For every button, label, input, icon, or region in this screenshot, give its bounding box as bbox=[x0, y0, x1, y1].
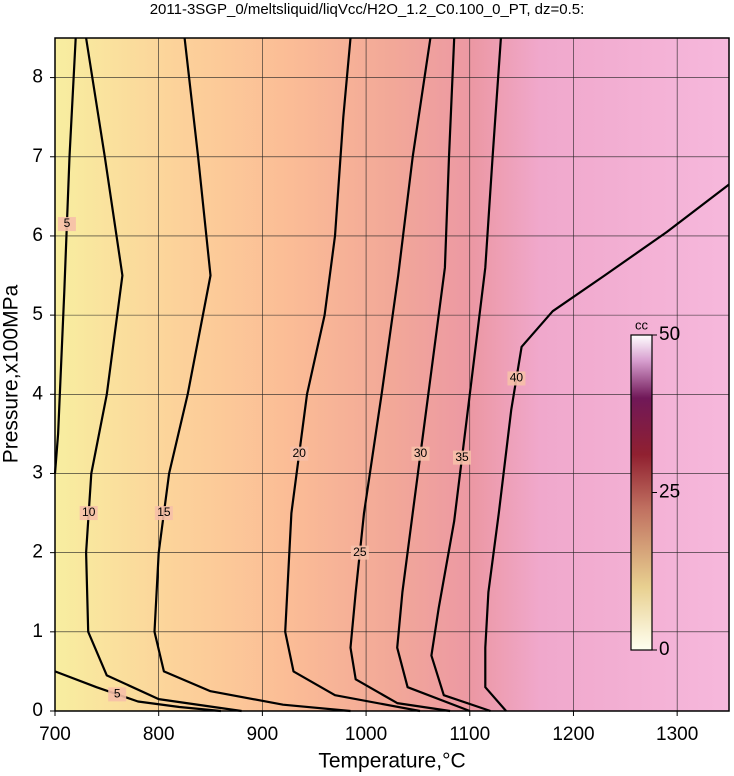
y-tick-label: 1 bbox=[32, 621, 43, 642]
y-tick-label: 8 bbox=[32, 67, 43, 88]
contour-label-bg bbox=[108, 687, 127, 702]
contour-label-bg bbox=[290, 446, 309, 461]
contour-line bbox=[396, 37, 471, 713]
y-tick-label: 4 bbox=[32, 383, 43, 404]
contour-label-bg bbox=[350, 545, 369, 560]
x-tick-label: 800 bbox=[143, 724, 175, 745]
x-tick-label: 1300 bbox=[656, 724, 698, 745]
colorbar bbox=[630, 334, 653, 651]
contour-line bbox=[484, 183, 730, 712]
contour-label: 5 bbox=[114, 687, 121, 701]
y-tick-label: 3 bbox=[32, 462, 43, 483]
colorbar-tick-label: 0 bbox=[659, 639, 670, 660]
contour-line bbox=[54, 670, 222, 713]
chart-title: 2011-3SGP_0/meltsliquid/liqVcc/H2O_1.2_C… bbox=[150, 1, 585, 18]
colorbar-tick-label: 25 bbox=[659, 482, 680, 503]
contour-label: 15 bbox=[157, 505, 171, 519]
y-tick-label: 5 bbox=[32, 304, 43, 325]
contour-label-bg bbox=[507, 371, 526, 386]
plot-frame bbox=[54, 37, 730, 712]
x-axis-label: Temperature,°C bbox=[318, 750, 465, 773]
colorbar-label: cc bbox=[635, 317, 649, 332]
contour-label: 40 bbox=[510, 371, 524, 385]
contour-label-bg bbox=[154, 506, 173, 521]
x-tick-label: 1000 bbox=[345, 724, 387, 745]
contour-label: 10 bbox=[82, 505, 96, 519]
contour-label: 35 bbox=[455, 450, 469, 464]
contour-line bbox=[430, 37, 502, 713]
plot-background bbox=[55, 38, 729, 711]
contour-label: 5 bbox=[64, 216, 71, 230]
contour-label: 20 bbox=[293, 446, 307, 460]
contour-label-bg bbox=[411, 446, 430, 461]
colorbar-tick-label: 50 bbox=[659, 324, 680, 345]
contour-label: 25 bbox=[353, 545, 367, 559]
y-tick-label: 0 bbox=[32, 700, 43, 721]
y-axis-label: Pressure,x100MPa bbox=[0, 284, 23, 463]
contour-label-bg bbox=[79, 506, 98, 521]
contour-label-bg bbox=[452, 450, 471, 465]
y-tick-label: 2 bbox=[32, 542, 43, 563]
y-tick-label: 7 bbox=[32, 146, 43, 167]
contour-line bbox=[153, 37, 351, 713]
contour-label-bg bbox=[57, 217, 76, 232]
y-tick-label: 6 bbox=[32, 225, 43, 246]
contour-label: 30 bbox=[414, 446, 428, 460]
x-tick-label: 1100 bbox=[449, 724, 490, 745]
contour-line bbox=[53, 37, 77, 474]
x-tick-label: 900 bbox=[247, 724, 279, 745]
x-tick-label: 1200 bbox=[552, 724, 594, 745]
x-tick-label: 700 bbox=[39, 724, 71, 745]
